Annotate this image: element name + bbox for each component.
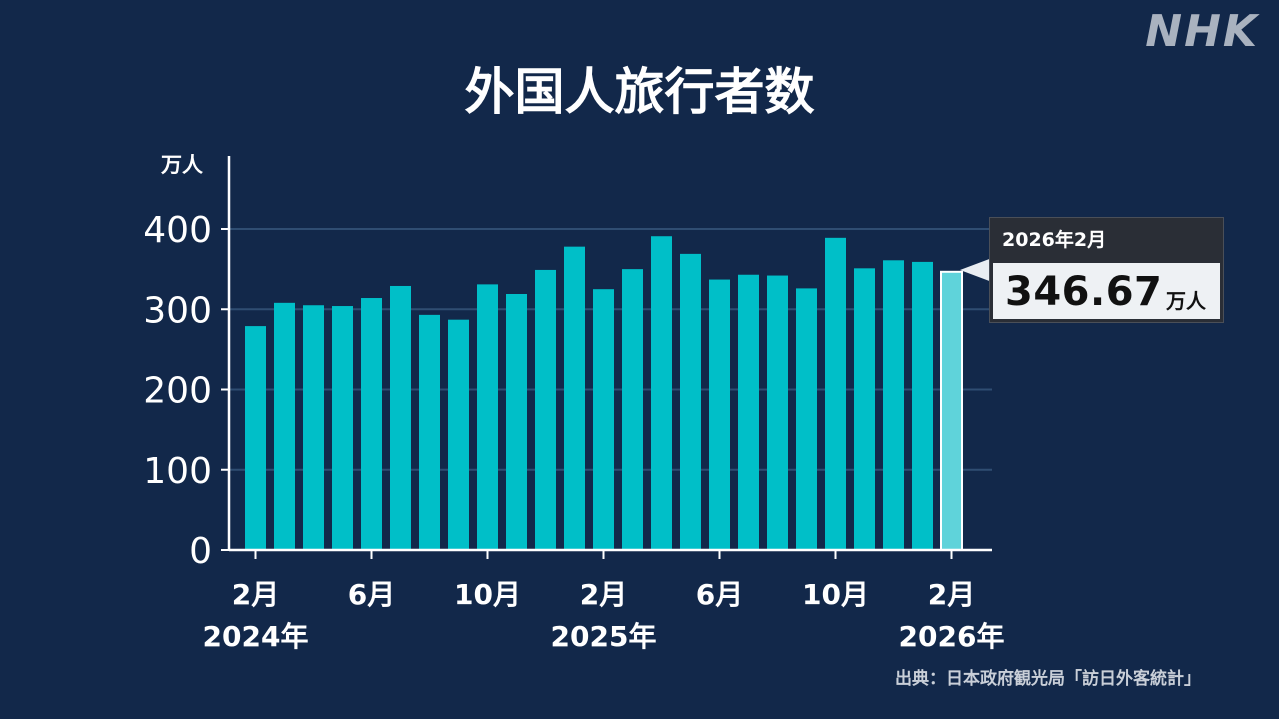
tick-labels: 0 100 200 300 400 2月 2024年 6月 10月 2月 2025年 6月 10月 2月 2… xyxy=(143,210,1004,653)
axes xyxy=(221,156,992,559)
x-tick-month-label: 6月 xyxy=(348,578,395,611)
bar xyxy=(622,269,643,550)
bar xyxy=(535,269,556,550)
bar xyxy=(390,285,411,550)
bar xyxy=(738,274,759,550)
bar xyxy=(651,236,672,550)
bar xyxy=(854,268,875,550)
bar xyxy=(825,237,846,550)
bar xyxy=(361,298,382,550)
y-tick-label: 200 xyxy=(143,371,212,412)
bar xyxy=(303,305,324,550)
callout-body: 346.67 万人 xyxy=(993,263,1220,319)
source-note: 出典：日本政府観光局「訪日外客統計」 xyxy=(895,669,1201,689)
bar xyxy=(709,279,730,550)
bar xyxy=(245,326,266,550)
bar xyxy=(419,314,440,550)
x-tick-month-label: 2月 xyxy=(232,578,279,611)
bar xyxy=(680,253,701,550)
y-axis-unit-label: 万人 xyxy=(160,153,203,177)
bar xyxy=(448,319,469,550)
x-tick-month-label: 2月 xyxy=(928,578,975,611)
bar xyxy=(506,294,527,550)
y-tick-label: 100 xyxy=(143,451,212,492)
bars xyxy=(245,236,963,551)
bar xyxy=(564,246,585,550)
callout-value: 346.67 xyxy=(1005,269,1163,315)
bar xyxy=(332,306,353,550)
latest-value-callout: 2026年2月 346.67 万人 xyxy=(990,218,1223,322)
callout-pointer xyxy=(960,258,992,282)
x-tick-year-label: 2025年 xyxy=(551,620,657,653)
y-tick-label: 400 xyxy=(143,210,212,251)
bar-highlight xyxy=(940,270,963,551)
x-tick-month-label: 6月 xyxy=(696,578,743,611)
bar xyxy=(796,288,817,550)
bar xyxy=(767,275,788,550)
bar xyxy=(477,284,498,550)
bar xyxy=(912,261,933,550)
callout-label: 2026年2月 xyxy=(1002,229,1107,251)
y-tick-label: 0 xyxy=(189,531,212,572)
x-tick-year-label: 2026年 xyxy=(899,620,1005,653)
y-tick-label: 300 xyxy=(143,290,212,331)
x-tick-month-label: 10月 xyxy=(454,578,521,611)
chart-title: 外国人旅行者数 xyxy=(464,63,815,121)
callout-unit: 万人 xyxy=(1166,289,1206,313)
nhk-logo: NHK xyxy=(1145,6,1259,57)
bar xyxy=(593,289,614,550)
bar xyxy=(274,302,295,550)
x-tick-month-label: 2月 xyxy=(580,578,627,611)
x-tick-year-label: 2024年 xyxy=(203,620,309,653)
bar xyxy=(883,260,904,550)
x-tick-month-label: 10月 xyxy=(802,578,869,611)
